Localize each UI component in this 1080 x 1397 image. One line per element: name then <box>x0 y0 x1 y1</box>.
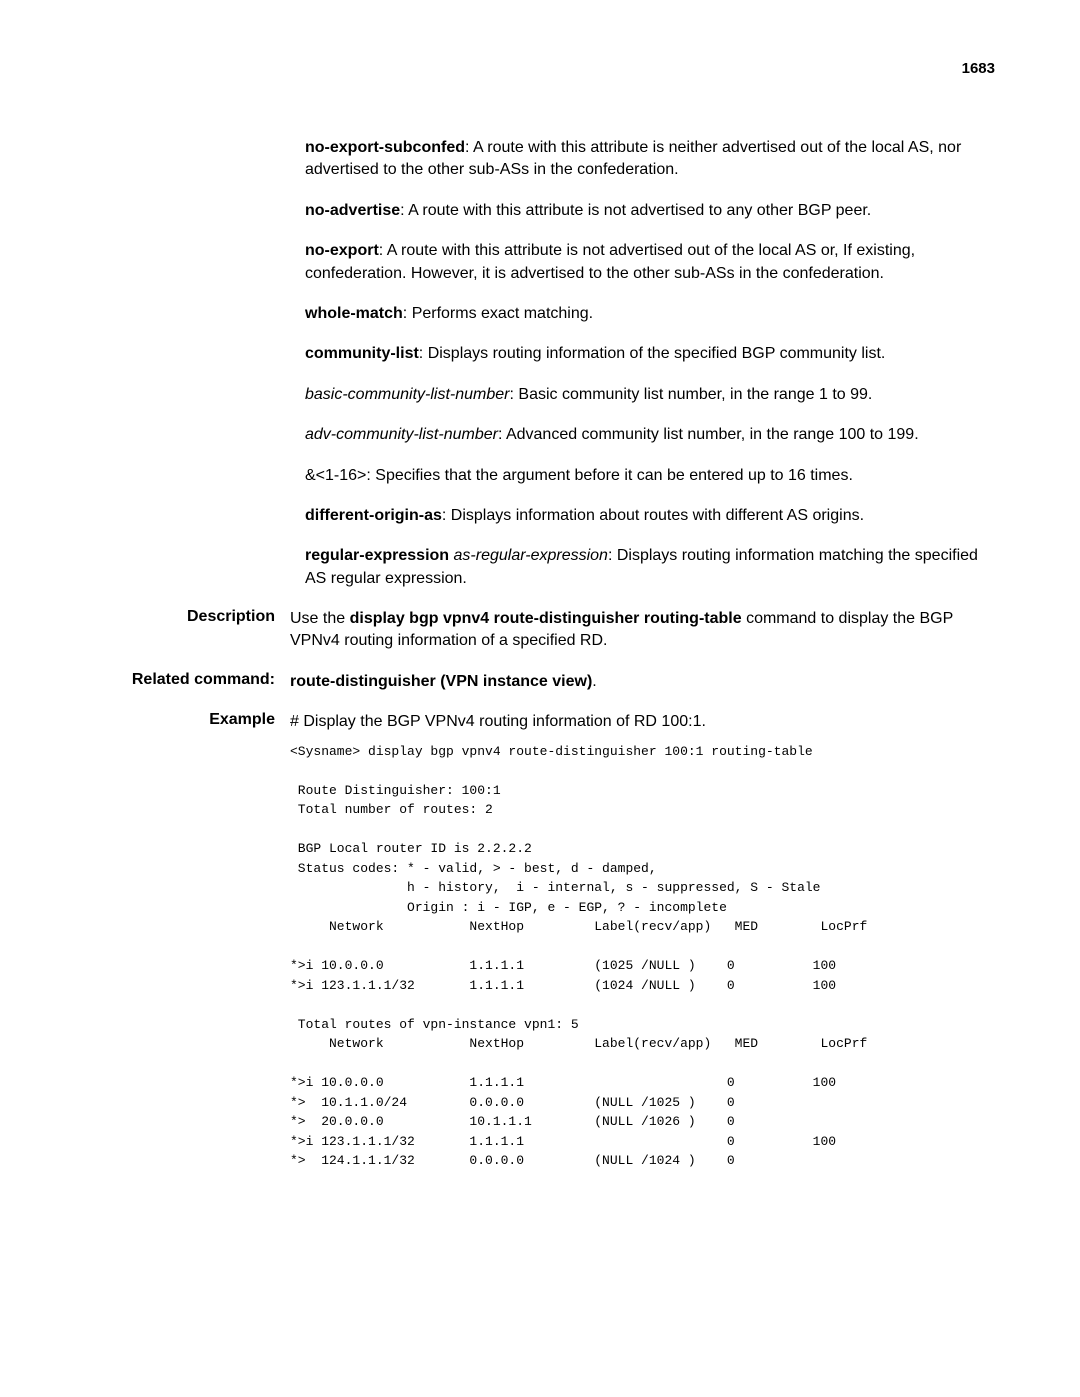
term-text: : Advanced community list number, in the… <box>498 426 919 443</box>
term-bold: no-export <box>305 242 379 259</box>
para-adv-comm-list: adv-community-list-number: Advanced comm… <box>305 424 995 446</box>
term-text: &<1-16>: Specifies that the argument bef… <box>305 467 853 484</box>
term-bold: regular-expression <box>305 547 449 564</box>
term-italic: adv-community-list-number <box>305 426 498 443</box>
content-description: Use the display bgp vpnv4 route-distingu… <box>290 608 995 653</box>
label-related-command: Related command: <box>85 671 290 693</box>
term-text: : A route with this attribute is not adv… <box>400 202 871 219</box>
example-intro: # Display the BGP VPNv4 routing informat… <box>290 711 995 733</box>
term-italic: as-regular-expression <box>449 547 608 564</box>
related-cmd: route-distinguisher (VPN instance view) <box>290 673 592 690</box>
content-example: # Display the BGP VPNv4 routing informat… <box>290 711 995 1170</box>
para-regex: regular-expression as-regular-expression… <box>305 545 995 590</box>
term-text: : Basic community list number, in the ra… <box>510 386 873 403</box>
para-basic-comm-list: basic-community-list-number: Basic commu… <box>305 384 995 406</box>
para-community-list: community-list: Displays routing informa… <box>305 343 995 365</box>
para-whole-match: whole-match: Performs exact matching. <box>305 303 995 325</box>
para-no-export: no-export: A route with this attribute i… <box>305 240 995 285</box>
term-text: : A route with this attribute is not adv… <box>305 242 915 281</box>
content-related-command: route-distinguisher (VPN instance view). <box>290 671 995 693</box>
term-bold: community-list <box>305 345 419 362</box>
term-bold: whole-match <box>305 305 403 322</box>
desc-prefix: Use the <box>290 610 350 627</box>
term-bold: different-origin-as <box>305 507 442 524</box>
related-suffix: . <box>592 673 596 690</box>
term-bold: no-advertise <box>305 202 400 219</box>
desc-cmd: display bgp vpnv4 route-distinguisher ro… <box>350 610 742 627</box>
body-content: no-export-subconfed : A route with this a… <box>305 137 995 590</box>
label-example: Example <box>85 711 290 1170</box>
example-code: <Sysname> display bgp vpnv4 route-distin… <box>290 742 995 1171</box>
para-no-advertise: no-advertise: A route with this attribut… <box>305 200 995 222</box>
para-arg-repeat: &<1-16>: Specifies that the argument bef… <box>305 465 995 487</box>
para-no-export-subconfed: no-export-subconfed: A route with this a… <box>305 137 995 182</box>
section-description: Description Use the display bgp vpnv4 ro… <box>85 608 995 653</box>
page-number: 1683 <box>85 60 995 77</box>
term-bold: no-export-subconfed <box>305 139 465 156</box>
term-text: : Performs exact matching. <box>403 305 593 322</box>
para-diff-origin-as: different-origin-as: Displays informatio… <box>305 505 995 527</box>
term-text: : Displays information about routes with… <box>442 507 864 524</box>
term-italic: basic-community-list-number <box>305 386 510 403</box>
section-example: Example # Display the BGP VPNv4 routing … <box>85 711 995 1170</box>
section-related-command: Related command: route-distinguisher (VP… <box>85 671 995 693</box>
label-description: Description <box>85 608 290 653</box>
term-text: : Displays routing information of the sp… <box>419 345 886 362</box>
